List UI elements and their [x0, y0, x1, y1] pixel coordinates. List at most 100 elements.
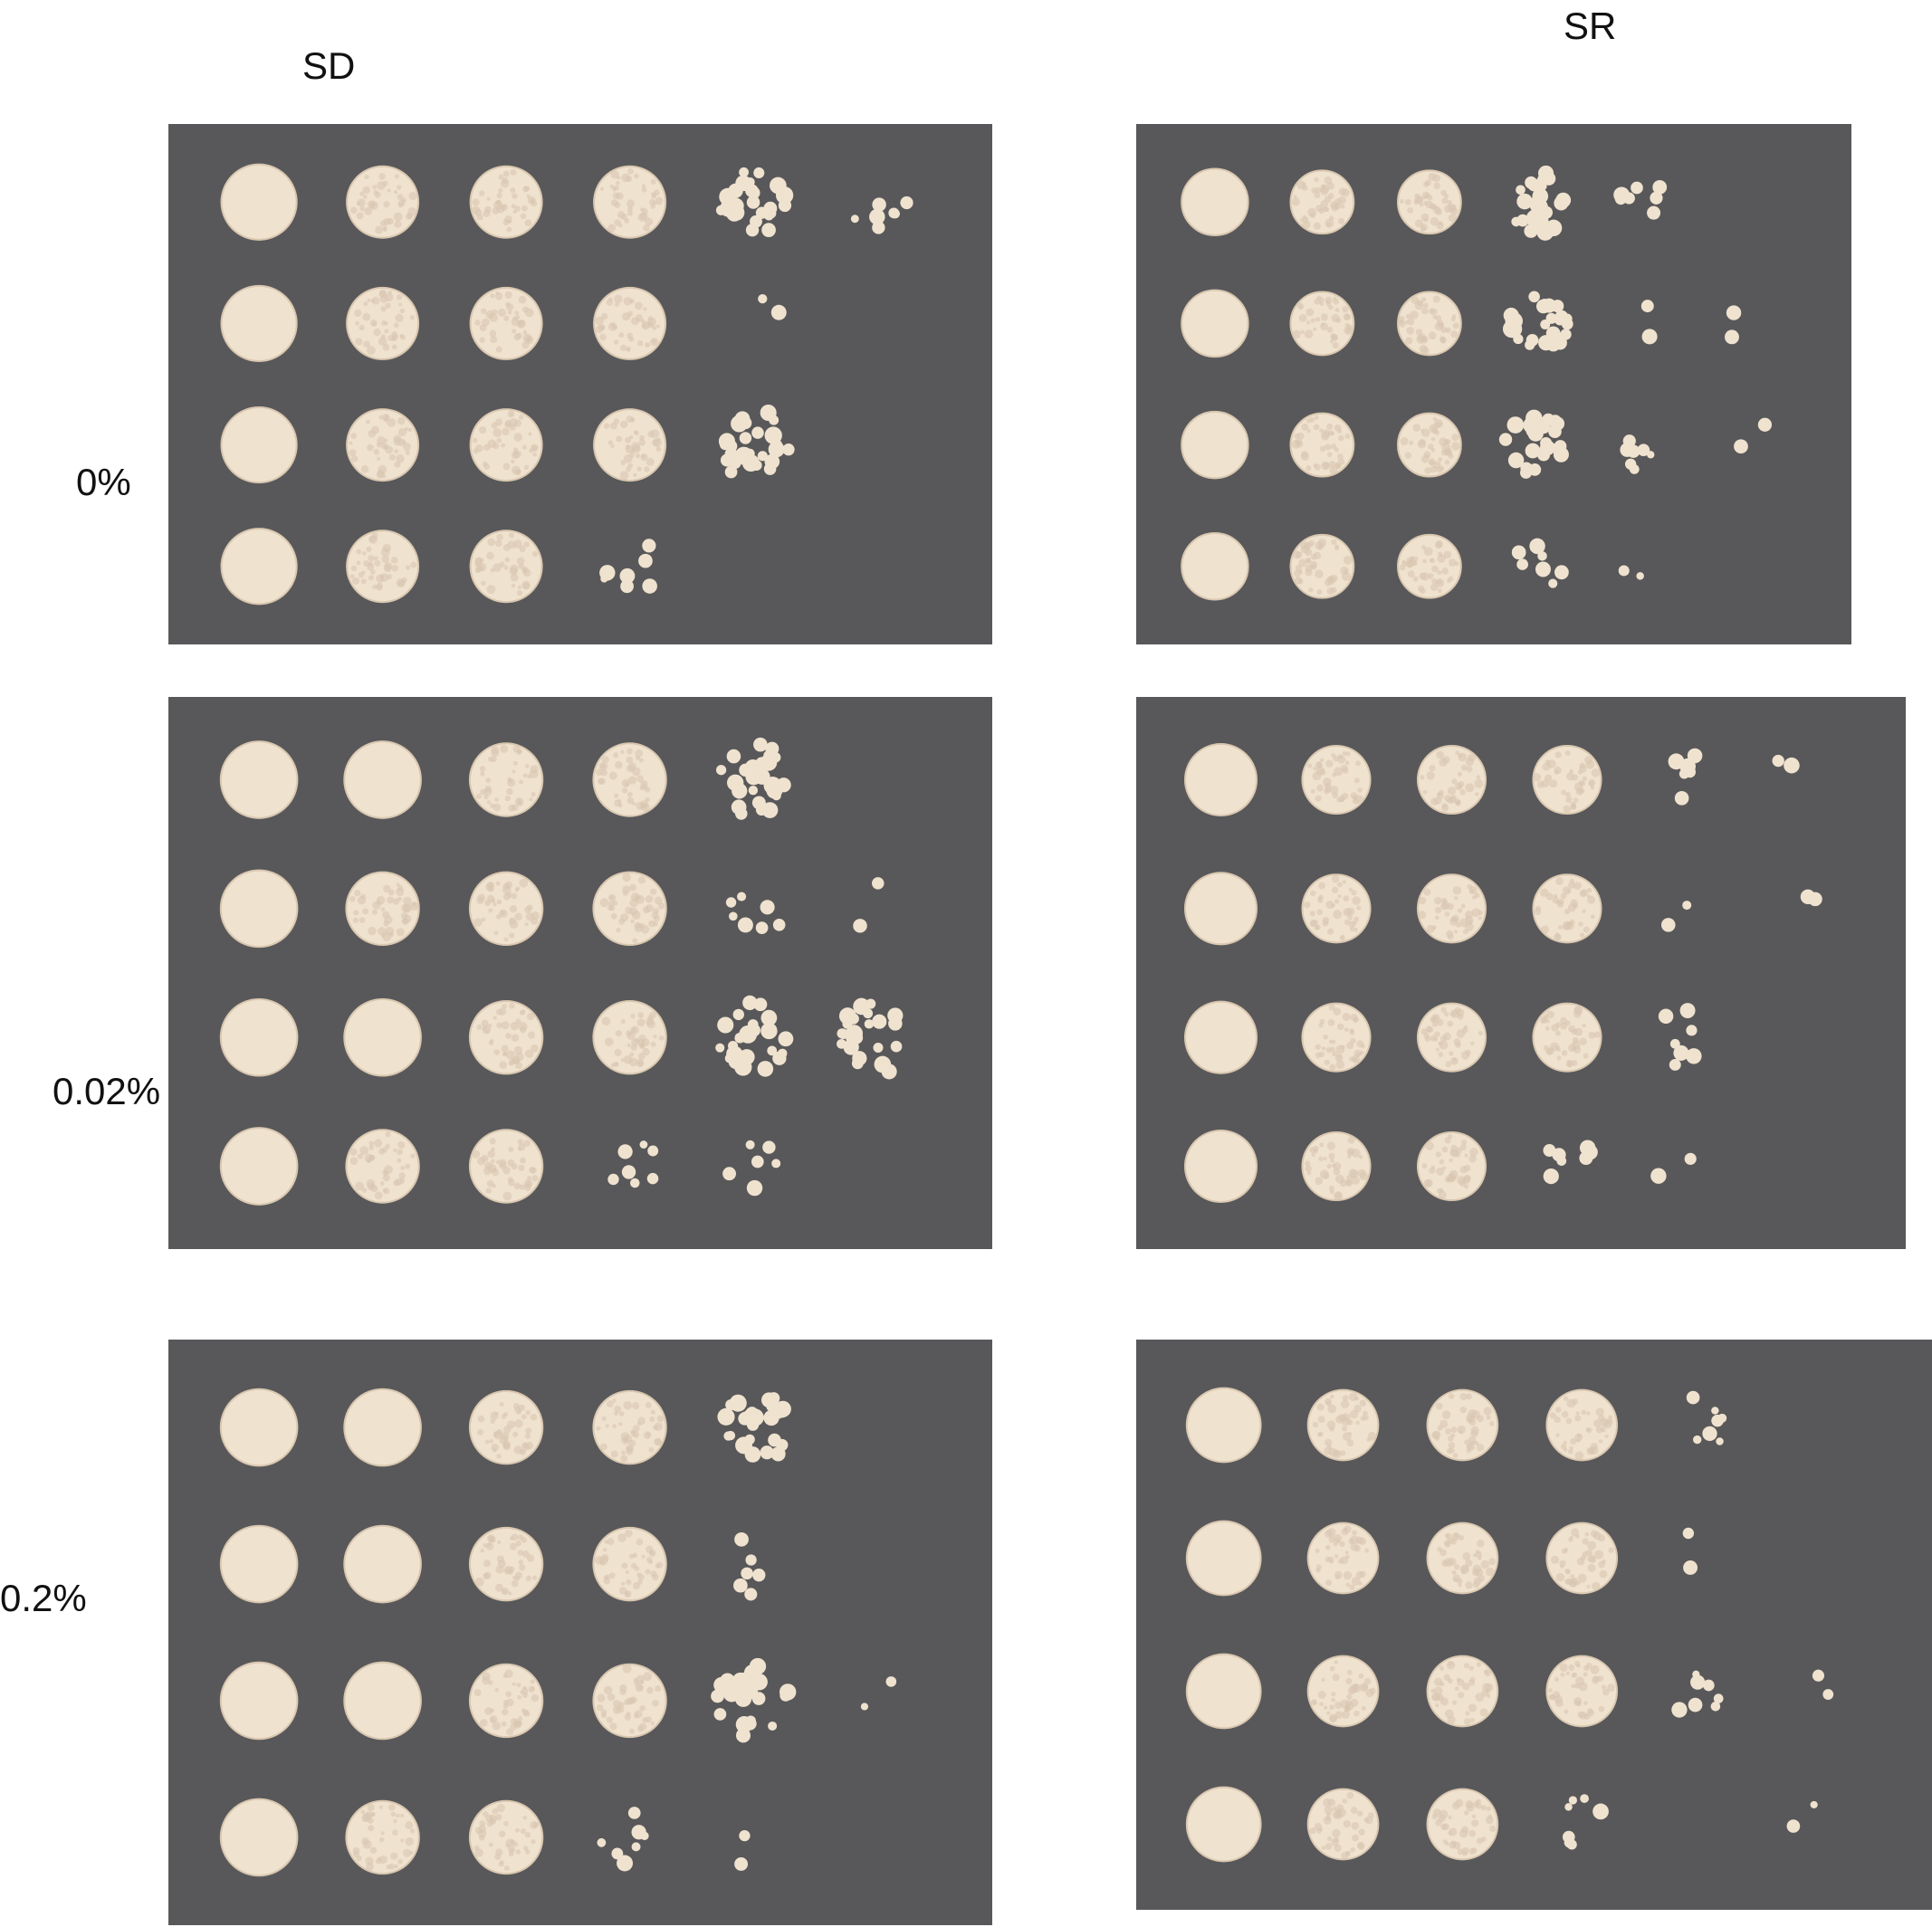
- colony-texture: [1405, 337, 1413, 345]
- colony-spot: [220, 284, 298, 363]
- colony-texture: [1459, 789, 1466, 796]
- colony-texture: [607, 905, 613, 911]
- colony-texture: [378, 1148, 386, 1155]
- colony-texture: [1534, 908, 1542, 916]
- colony-texture: [637, 1574, 645, 1581]
- colony-texture: [522, 582, 531, 589]
- colony-texture: [621, 1581, 626, 1586]
- colony-texture: [1483, 1669, 1489, 1674]
- single-colony: [732, 783, 748, 799]
- colony-texture: [1298, 304, 1304, 310]
- colony-texture: [1363, 1677, 1372, 1685]
- colony-texture: [634, 1680, 640, 1686]
- colony-texture: [1325, 1398, 1332, 1406]
- colony-texture: [616, 180, 620, 186]
- single-colony: [890, 1040, 903, 1053]
- colony-texture: [393, 434, 402, 444]
- colony-texture: [1423, 451, 1431, 459]
- colony-texture: [511, 318, 520, 327]
- single-colony: [1511, 216, 1521, 227]
- colony-texture: [349, 895, 356, 902]
- colony-texture: [1343, 555, 1353, 565]
- colony-texture: [1448, 576, 1454, 582]
- colony-spot: [592, 1389, 667, 1465]
- colony-texture: [362, 312, 371, 321]
- colony-texture: [641, 1554, 646, 1559]
- colony-texture: [378, 337, 387, 346]
- single-colony: [760, 1022, 778, 1040]
- colony-texture: [1574, 1415, 1582, 1422]
- colony-texture: [509, 905, 518, 913]
- colony-texture: [1412, 424, 1421, 432]
- colony-texture: [637, 1417, 646, 1426]
- single-colony: [717, 1016, 734, 1034]
- single-colony: [737, 917, 753, 933]
- single-colony: [782, 444, 795, 456]
- colony-texture: [639, 1680, 645, 1685]
- colony-texture: [1444, 1137, 1451, 1144]
- colony-texture: [511, 1034, 520, 1043]
- colony-texture: [510, 1848, 514, 1853]
- colony-texture: [1486, 1567, 1495, 1577]
- colony-texture: [1334, 1844, 1342, 1852]
- colony-texture: [1566, 1398, 1576, 1408]
- colony-texture: [382, 1174, 390, 1182]
- colony-texture: [374, 1191, 383, 1200]
- colony-texture: [1568, 1537, 1573, 1542]
- colony-texture: [1338, 217, 1345, 224]
- colony-texture: [1365, 1688, 1374, 1698]
- colony-texture: [1486, 1415, 1491, 1420]
- colony-texture: [616, 435, 623, 443]
- single-colony: [1498, 433, 1513, 446]
- colony-texture: [376, 584, 383, 591]
- colony-texture: [1573, 1699, 1581, 1706]
- colony-texture: [625, 444, 634, 453]
- colony-spot: [593, 286, 667, 360]
- colony-texture: [383, 1188, 390, 1195]
- colony-texture: [509, 1058, 516, 1065]
- colony-texture: [622, 787, 628, 794]
- single-colony: [1511, 545, 1526, 560]
- colony-texture: [1434, 321, 1444, 331]
- colony-texture: [1326, 587, 1334, 596]
- colony-texture: [610, 1450, 618, 1458]
- colony-texture: [400, 1165, 406, 1170]
- colony-texture: [630, 1044, 637, 1051]
- colony-texture: [383, 201, 390, 208]
- single-colony: [1686, 1390, 1700, 1405]
- colony-texture: [623, 453, 633, 463]
- colony-texture: [378, 415, 384, 420]
- colony-texture: [636, 340, 644, 347]
- colony-texture: [642, 1038, 650, 1046]
- colony-texture: [1579, 1711, 1588, 1720]
- colony-texture: [622, 873, 631, 882]
- colony-texture: [1335, 1416, 1344, 1424]
- colony-texture: [1344, 760, 1350, 766]
- colony-texture: [1561, 1410, 1569, 1418]
- single-colony: [1535, 222, 1550, 236]
- single-colony: [630, 1178, 640, 1188]
- colony-texture: [1325, 1438, 1333, 1446]
- colony-texture: [1352, 1684, 1362, 1693]
- colony-texture: [1604, 1434, 1609, 1439]
- colony-texture: [378, 927, 387, 936]
- colony-texture: [395, 313, 404, 322]
- colony-texture: [508, 1147, 514, 1152]
- colony-texture: [1353, 1405, 1362, 1413]
- colony-texture: [1353, 777, 1360, 784]
- single-colony: [837, 1028, 847, 1039]
- colony-texture: [1565, 1578, 1573, 1586]
- colony-texture: [1602, 1688, 1610, 1696]
- single-colony: [763, 463, 777, 475]
- colony-texture: [476, 214, 483, 221]
- colony-texture: [509, 920, 519, 930]
- colony-texture: [499, 1161, 507, 1169]
- colony-texture: [408, 191, 417, 201]
- colony-texture: [489, 1438, 493, 1444]
- single-colony: [1673, 1045, 1689, 1061]
- colony-texture: [630, 416, 636, 422]
- colony-texture: [409, 1828, 416, 1834]
- agar-background: [168, 124, 992, 644]
- colony-spot: [219, 1524, 299, 1604]
- colony-texture: [1434, 897, 1442, 905]
